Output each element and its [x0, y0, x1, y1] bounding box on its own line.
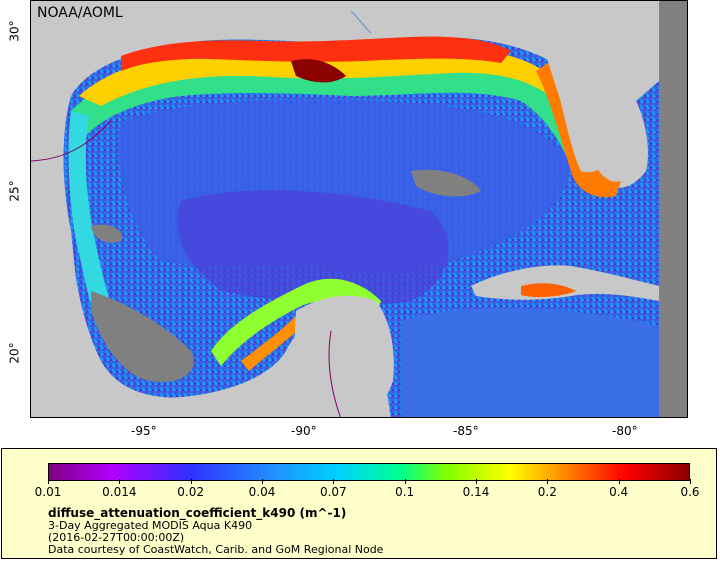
north-shelf-green: [71, 57, 591, 186]
colorbar-tick: [547, 479, 549, 484]
variable-name: diffuse_attenuation_coefficient_k490 (m^…: [48, 506, 347, 520]
border-line: [31, 120, 112, 162]
north-shelf-red: [121, 36, 511, 71]
colorbar-tick-label: 0.014: [102, 485, 137, 499]
nodata-patch-center: [411, 169, 481, 197]
legend-panel: 0.01 0.014 0.02 0.04 0.07 0.1 0.14 0.2 0.4 0.6 di…: [1, 448, 717, 559]
product-name: 3-Day Aggregated MODIS Aqua K490: [48, 519, 253, 532]
colorbar-tick-label: 0.4: [609, 485, 629, 499]
y-tick-label: 25°: [7, 180, 22, 202]
colorbar-tick: [476, 479, 477, 484]
colorbar-tick-label: 0.6: [680, 485, 700, 499]
colorbar-tick: [618, 479, 620, 484]
colorbar-tick: [48, 479, 49, 484]
us-land: [31, 1, 531, 121]
campeche-coast: [241, 316, 303, 371]
y-tick-label: 20°: [7, 342, 22, 364]
colorbar-tick-label: 0.02: [177, 485, 205, 499]
colorbar-tick-label: 0.01: [34, 485, 62, 499]
y-tick-label: 30°: [7, 20, 22, 42]
yucatan-land: [294, 295, 394, 417]
cuba-shelf: [521, 283, 576, 298]
cuba-land: [471, 265, 659, 301]
florida-land: [531, 1, 659, 173]
nodata-patch-small: [91, 224, 122, 243]
north-shelf-yellow: [79, 47, 566, 111]
map-panel[interactable]: NOAA/AOML: [30, 0, 688, 418]
border-line-2: [328, 330, 341, 417]
map-credit: NOAA/AOML: [37, 5, 123, 21]
colorbar-tick: [190, 479, 192, 484]
colorbar-tick-label: 0.04: [248, 485, 276, 499]
time-stamp: (2016-02-27T00:00:00Z): [48, 531, 185, 544]
x-tick-label: -90°: [291, 424, 317, 438]
colorbar-tick: [119, 479, 121, 484]
colorbar-tick-label: 0.14: [462, 485, 490, 499]
river-line: [350, 10, 372, 34]
colorbar-tick: [333, 479, 335, 484]
west-shelf: [68, 111, 126, 351]
data-source: Data courtesy of CoastWatch, Carib. and …: [48, 543, 384, 556]
mississippi-plume: [291, 59, 346, 83]
colorbar-tick: [404, 479, 406, 484]
purple-patch: [177, 190, 449, 306]
colorbar-tick-label: 0.2: [537, 485, 557, 499]
x-tick-label: -95°: [131, 424, 157, 438]
colorbar-tick: [690, 479, 691, 484]
colorbar: [48, 463, 690, 481]
colorbar-tick-label: 0.1: [395, 485, 415, 499]
x-tick-label: -80°: [612, 424, 638, 438]
x-tick-label: -85°: [453, 424, 479, 438]
caribbean-water: [401, 308, 659, 417]
colorbar-tick: [262, 479, 263, 484]
k490-map[interactable]: [31, 1, 688, 418]
colorbar-tick-label: 0.07: [319, 485, 347, 499]
nodata-strip: [659, 1, 687, 417]
nodata-patch-west: [91, 291, 194, 382]
